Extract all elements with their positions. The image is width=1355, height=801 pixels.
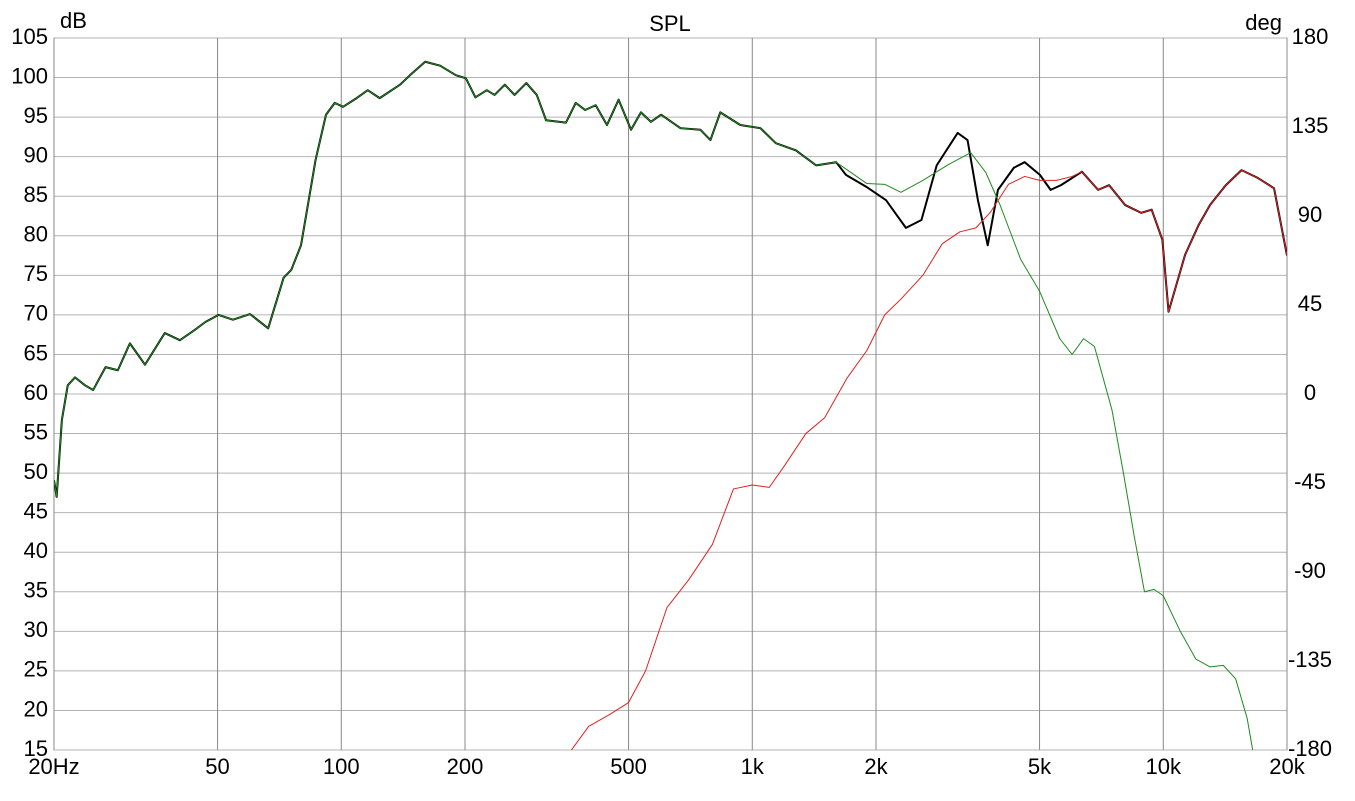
y-tick-label: 90 — [24, 142, 48, 167]
x-tick-label: 10k — [1146, 754, 1182, 779]
y-tick-label: 105 — [11, 24, 48, 49]
y-tick-label: 85 — [24, 182, 48, 207]
y-tick-label: 15 — [24, 736, 48, 761]
x-tick-label: 50 — [205, 754, 229, 779]
y-tick-label: 45 — [24, 498, 48, 523]
y2-tick-label: -45 — [1294, 469, 1326, 494]
x-tick-label: 2k — [864, 754, 888, 779]
y-tick-label: 70 — [24, 301, 48, 326]
y-tick-label: 50 — [24, 459, 48, 484]
y2-tick-label: 0 — [1304, 380, 1316, 405]
y-tick-label: 80 — [24, 222, 48, 247]
x-tick-label: 200 — [447, 754, 484, 779]
x-tick-label: 100 — [323, 754, 360, 779]
x-tick-label: 20k — [1269, 754, 1305, 779]
y-tick-label: 65 — [24, 340, 48, 365]
y-tick-label: 35 — [24, 578, 48, 603]
y2-tick-label: 135 — [1292, 113, 1329, 138]
y-tick-label: 20 — [24, 696, 48, 721]
y-tick-label: 75 — [24, 261, 48, 286]
x-tick-label: 1k — [741, 754, 765, 779]
y-tick-label: 25 — [24, 657, 48, 682]
chart-title: SPL — [649, 11, 691, 36]
y-axis-label: dB — [60, 8, 87, 33]
x-tick-label: 5k — [1028, 754, 1052, 779]
y-tick-label: 60 — [24, 380, 48, 405]
y2-tick-label: 45 — [1298, 291, 1322, 316]
series-line — [570, 169, 1287, 750]
y-tick-label: 40 — [24, 538, 48, 563]
y-tick-label: 100 — [11, 63, 48, 88]
y2-axis-label: deg — [1245, 10, 1282, 35]
y2-tick-label: -135 — [1288, 647, 1332, 672]
y-tick-label: 95 — [24, 103, 48, 128]
y-tick-label: 55 — [24, 419, 48, 444]
y2-tick-label: -90 — [1294, 558, 1326, 583]
y2-tick-label: 90 — [1298, 202, 1322, 227]
series-line — [54, 61, 1254, 750]
x-tick-label: 20Hz — [28, 754, 79, 779]
y2-tick-label: -180 — [1288, 736, 1332, 761]
x-tick-label: 500 — [610, 754, 647, 779]
y2-tick-label: 180 — [1292, 24, 1329, 49]
y-tick-label: 30 — [24, 617, 48, 642]
